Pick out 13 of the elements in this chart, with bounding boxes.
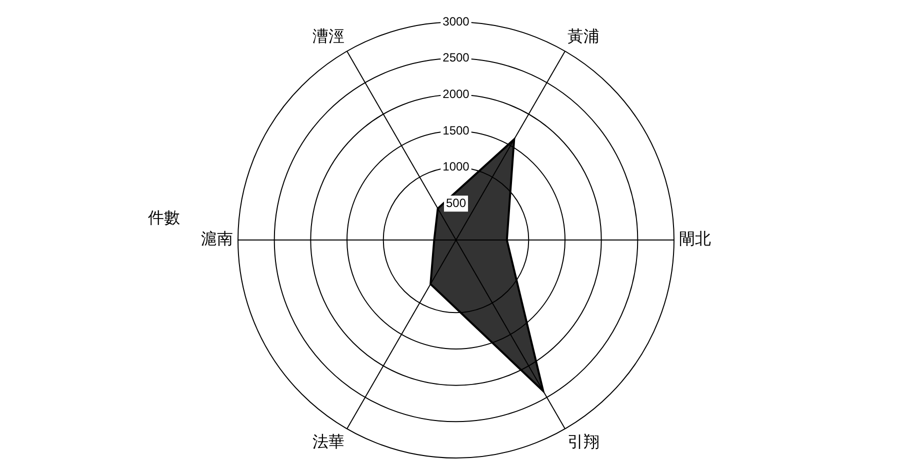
y-tick-label: 1000 xyxy=(442,160,470,174)
spoke-label: 滬南 xyxy=(201,229,233,248)
y-tick-label: 2000 xyxy=(442,86,470,101)
spoke-label: 漕涇 xyxy=(312,26,344,46)
spoke-label: 引翔 xyxy=(568,432,600,451)
y-tick-label: 3000 xyxy=(442,14,470,28)
y-tick-label: 2500 xyxy=(442,50,470,65)
spoke-label: 法華 xyxy=(312,432,344,451)
text: 件數 xyxy=(148,208,180,229)
y-tick-label: 1500 xyxy=(442,123,470,138)
spoke-label: 黃浦 xyxy=(568,26,600,46)
spoke-label: 閘北 xyxy=(679,229,711,248)
y-tick-label: 500 xyxy=(446,196,466,210)
